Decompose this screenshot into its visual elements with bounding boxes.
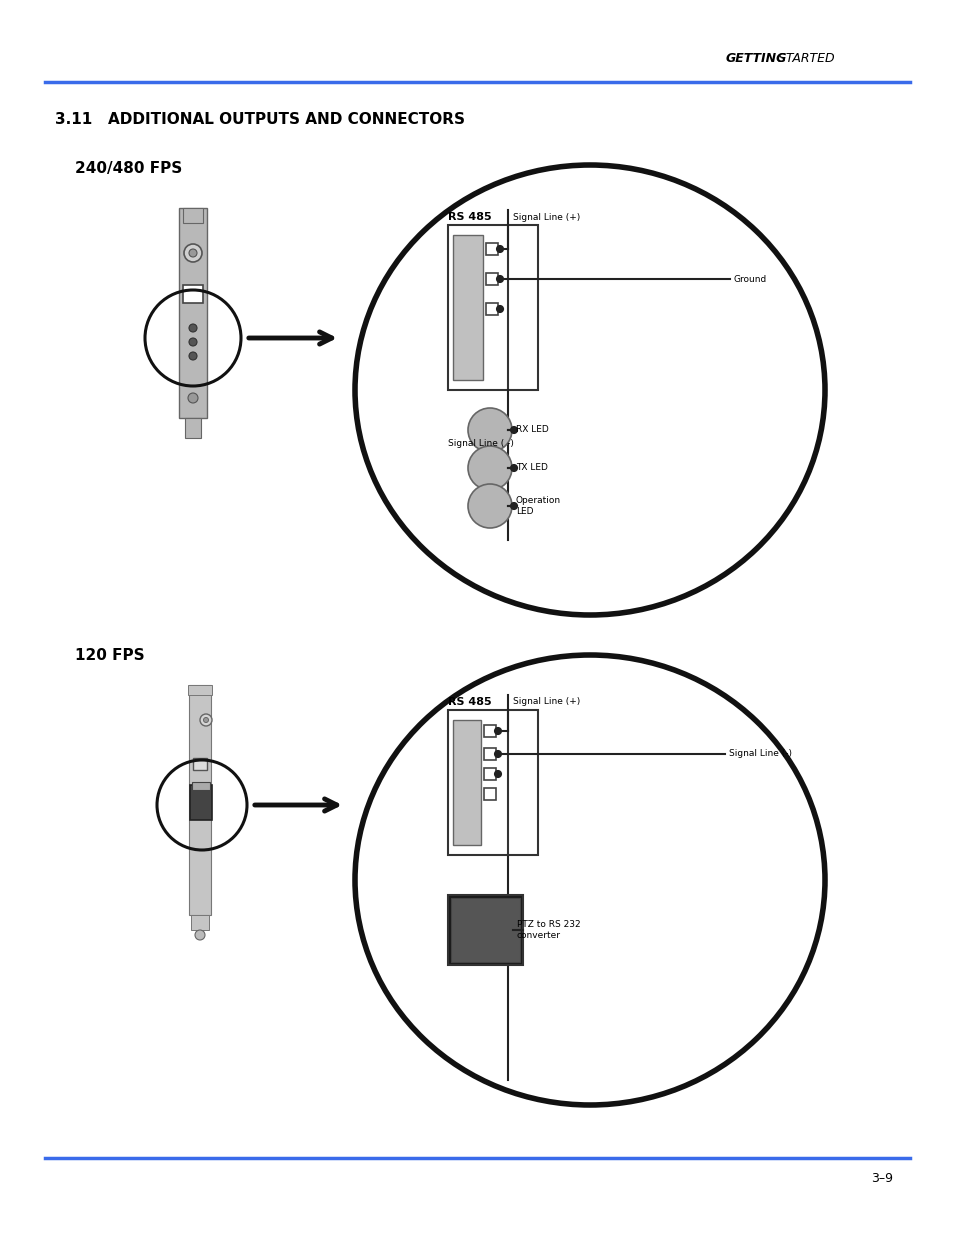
Circle shape bbox=[468, 408, 512, 452]
Bar bbox=[183, 285, 203, 303]
Bar bbox=[183, 207, 203, 224]
Text: GETTING: GETTING bbox=[725, 52, 786, 64]
Circle shape bbox=[189, 352, 196, 359]
Circle shape bbox=[510, 464, 517, 472]
Circle shape bbox=[468, 446, 512, 490]
Bar bbox=[448, 710, 537, 855]
Circle shape bbox=[184, 245, 202, 262]
Bar bbox=[448, 895, 522, 965]
Bar bbox=[451, 898, 519, 962]
Circle shape bbox=[494, 751, 501, 757]
Bar bbox=[483, 725, 496, 737]
Text: STARTED: STARTED bbox=[773, 52, 834, 64]
Bar bbox=[485, 273, 497, 285]
Bar bbox=[448, 225, 537, 390]
Bar bbox=[191, 915, 209, 930]
Bar bbox=[453, 720, 480, 845]
Bar bbox=[189, 685, 211, 915]
Bar bbox=[185, 417, 201, 438]
Text: 3–9: 3–9 bbox=[870, 1172, 892, 1184]
Circle shape bbox=[496, 246, 503, 252]
Circle shape bbox=[494, 727, 501, 735]
Bar bbox=[453, 235, 482, 380]
Circle shape bbox=[468, 484, 512, 529]
Bar bbox=[483, 788, 496, 800]
Text: 3.11   ADDITIONAL OUTPUTS AND CONNECTORS: 3.11 ADDITIONAL OUTPUTS AND CONNECTORS bbox=[55, 112, 464, 127]
Circle shape bbox=[510, 426, 517, 433]
Circle shape bbox=[200, 714, 212, 726]
Circle shape bbox=[494, 771, 501, 778]
Text: 120 FPS: 120 FPS bbox=[75, 647, 145, 662]
Bar bbox=[485, 243, 497, 254]
Text: RS 485: RS 485 bbox=[448, 212, 491, 222]
Text: PTZ to RS 232
converter: PTZ to RS 232 converter bbox=[517, 920, 580, 940]
Text: RS 485: RS 485 bbox=[448, 697, 491, 706]
Circle shape bbox=[188, 393, 198, 403]
Circle shape bbox=[194, 930, 205, 940]
Text: RX LED: RX LED bbox=[516, 426, 548, 435]
Bar bbox=[193, 758, 207, 769]
Circle shape bbox=[203, 718, 209, 722]
Text: TX LED: TX LED bbox=[516, 463, 547, 473]
Circle shape bbox=[189, 338, 196, 346]
Circle shape bbox=[496, 275, 503, 283]
Bar bbox=[192, 782, 210, 790]
Text: Signal Line (-): Signal Line (-) bbox=[728, 750, 791, 758]
Bar bbox=[483, 748, 496, 760]
Text: Ground: Ground bbox=[733, 274, 766, 284]
Bar bbox=[483, 768, 496, 781]
Text: Signal Line ( -): Signal Line ( -) bbox=[448, 438, 514, 447]
Bar bbox=[179, 207, 207, 417]
Text: 240/480 FPS: 240/480 FPS bbox=[75, 161, 182, 175]
Circle shape bbox=[189, 249, 196, 257]
Circle shape bbox=[510, 503, 517, 510]
Circle shape bbox=[496, 305, 503, 312]
Bar bbox=[190, 785, 212, 820]
Bar bbox=[485, 303, 497, 315]
Text: Signal Line (+): Signal Line (+) bbox=[513, 212, 579, 221]
Text: Operation
LED: Operation LED bbox=[516, 496, 560, 516]
Text: Signal Line (+): Signal Line (+) bbox=[513, 698, 579, 706]
Circle shape bbox=[189, 324, 196, 332]
Bar bbox=[188, 685, 212, 695]
